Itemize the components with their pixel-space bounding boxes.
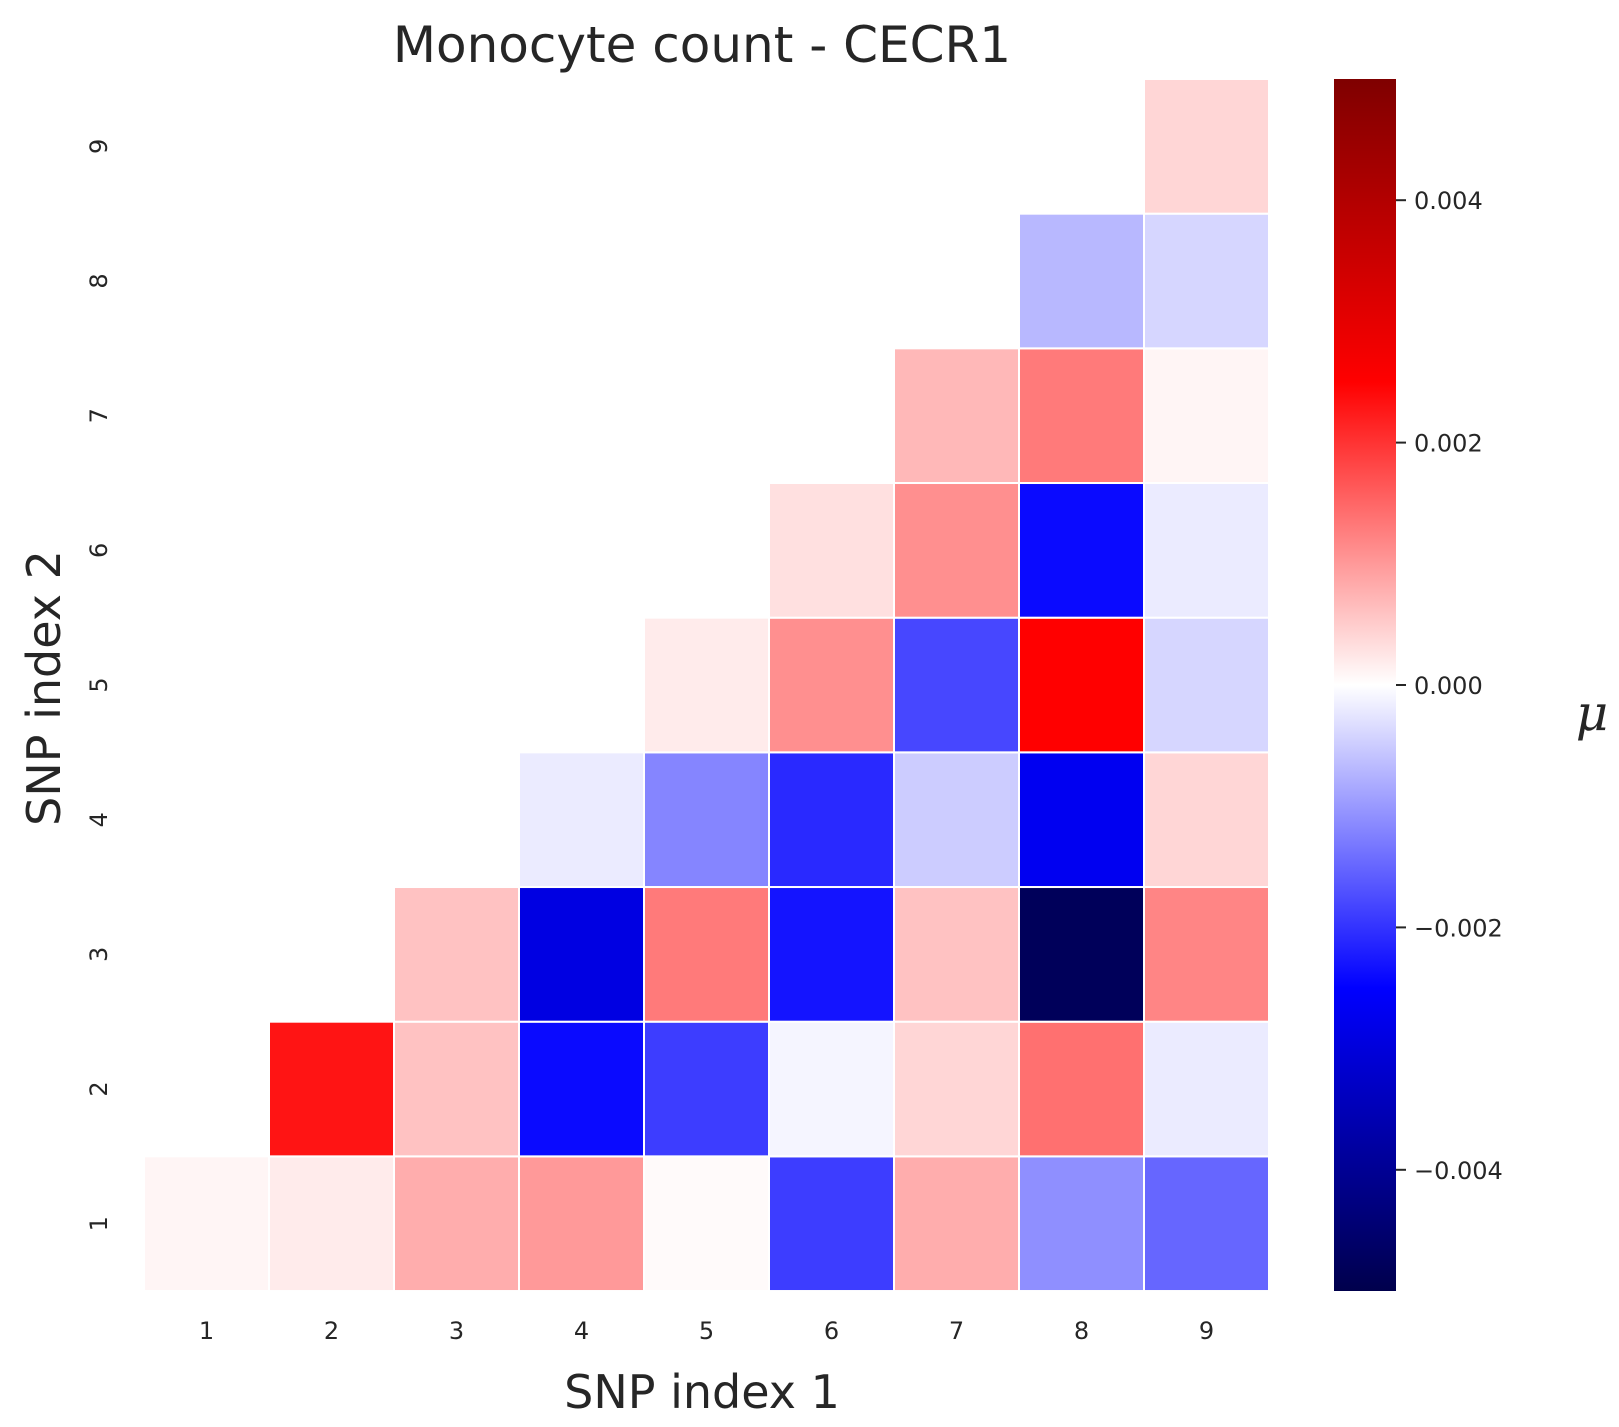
- heatmap-cell-2-1: [268, 1155, 395, 1293]
- chart-title: Monocyte count - CECR1: [393, 16, 1011, 74]
- heatmap-cell-7-3: [893, 886, 1020, 1023]
- heatmap-cell-6-2: [768, 1020, 895, 1158]
- y-tick-label-4: 4: [85, 812, 113, 827]
- heatmap-cell-4-4: [518, 751, 645, 889]
- y-axis-ticks: 1 2 3 4 5 6 7 8 9: [85, 139, 113, 1232]
- colorbar-tick-label: 0.002: [1414, 430, 1483, 458]
- heatmap-cells: [143, 78, 1270, 1293]
- heatmap-cell-9-4: [1143, 751, 1270, 889]
- heatmap-cell-5-1: [643, 1155, 770, 1293]
- heatmap-cell-9-1: [1143, 1155, 1270, 1293]
- y-axis-label: SNP index 2: [17, 550, 71, 826]
- x-tick-label-3: 3: [449, 1317, 464, 1345]
- x-axis-label: SNP index 1: [564, 1365, 840, 1419]
- heatmap-cell-8-3: [1018, 886, 1145, 1023]
- heatmap-cell-4-1: [518, 1155, 645, 1293]
- y-tick-label-5: 5: [85, 677, 113, 692]
- heatmap-cell-7-1: [893, 1155, 1020, 1293]
- y-tick-label-2: 2: [85, 1081, 113, 1096]
- heatmap-cell-8-7: [1018, 347, 1145, 485]
- heatmap-cell-6-3: [768, 886, 895, 1023]
- x-axis-ticks: 1 2 3 4 5 6 7 8 9: [199, 1317, 1214, 1345]
- colorbar-tick-label: 0.004: [1414, 187, 1483, 215]
- heatmap-cell-8-1: [1018, 1155, 1145, 1293]
- heatmap-cell-8-2: [1018, 1020, 1145, 1158]
- colorbar-tick-label: −0.004: [1414, 1157, 1503, 1185]
- heatmap-cell-7-6: [893, 482, 1020, 619]
- heatmap-cell-9-8: [1143, 212, 1270, 350]
- heatmap-cell-3-1: [393, 1155, 520, 1293]
- x-tick-label-8: 8: [1074, 1317, 1089, 1345]
- heatmap-cell-4-3: [518, 886, 645, 1023]
- heatmap-cell-9-7: [1143, 347, 1270, 485]
- heatmap-cell-9-3: [1143, 886, 1270, 1023]
- heatmap-cell-5-4: [643, 751, 770, 889]
- colorbar-label: μ: [1576, 684, 1609, 742]
- heatmap-cell-8-4: [1018, 751, 1145, 889]
- y-tick-label-3: 3: [85, 947, 113, 962]
- x-tick-label-2: 2: [324, 1317, 339, 1345]
- colorbar-tick-label: 0.000: [1414, 672, 1483, 700]
- heatmap-cell-3-3: [393, 886, 520, 1023]
- x-tick-label-1: 1: [199, 1317, 214, 1345]
- colorbar-tick-label: −0.002: [1414, 914, 1503, 942]
- heatmap-cell-5-5: [643, 616, 770, 754]
- heatmap-cell-5-2: [643, 1020, 770, 1158]
- heatmap-cell-9-6: [1143, 482, 1270, 619]
- y-tick-label-1: 1: [85, 1216, 113, 1231]
- heatmap-cell-7-5: [893, 616, 1020, 754]
- heatmap-cell-8-8: [1018, 212, 1145, 350]
- heatmap-cell-6-5: [768, 616, 895, 754]
- x-tick-label-7: 7: [949, 1317, 964, 1345]
- x-tick-label-9: 9: [1199, 1317, 1214, 1345]
- heatmap-cell-7-7: [893, 347, 1020, 485]
- x-tick-label-6: 6: [824, 1317, 839, 1345]
- heatmap-cell-6-6: [768, 482, 895, 619]
- x-tick-label-4: 4: [574, 1317, 589, 1345]
- heatmap-cell-8-5: [1018, 616, 1145, 754]
- heatmap-cell-9-9: [1143, 78, 1270, 215]
- x-tick-label-5: 5: [699, 1317, 714, 1345]
- heatmap-cell-5-3: [643, 886, 770, 1023]
- heatmap-cell-9-5: [1143, 616, 1270, 754]
- heatmap-cell-7-2: [893, 1020, 1020, 1158]
- y-tick-label-9: 9: [85, 139, 113, 154]
- heatmap-cell-7-4: [893, 751, 1020, 889]
- heatmap-cell-1-1: [143, 1155, 270, 1293]
- heatmap-cell-9-2: [1143, 1020, 1270, 1158]
- heatmap-cell-6-1: [768, 1155, 895, 1293]
- heatmap-cell-8-6: [1018, 482, 1145, 619]
- y-tick-label-6: 6: [85, 543, 113, 558]
- y-tick-label-7: 7: [85, 408, 113, 423]
- colorbar-ticks: 0.004 0.002 0.000 −0.002 −0.004: [1396, 187, 1503, 1185]
- colorbar: [1334, 79, 1396, 1291]
- heatmap-cell-4-2: [518, 1020, 645, 1158]
- heatmap-cell-3-2: [393, 1020, 520, 1158]
- y-tick-label-8: 8: [85, 273, 113, 288]
- heatmap-cell-2-2: [268, 1020, 395, 1158]
- heatmap-cell-6-4: [768, 751, 895, 889]
